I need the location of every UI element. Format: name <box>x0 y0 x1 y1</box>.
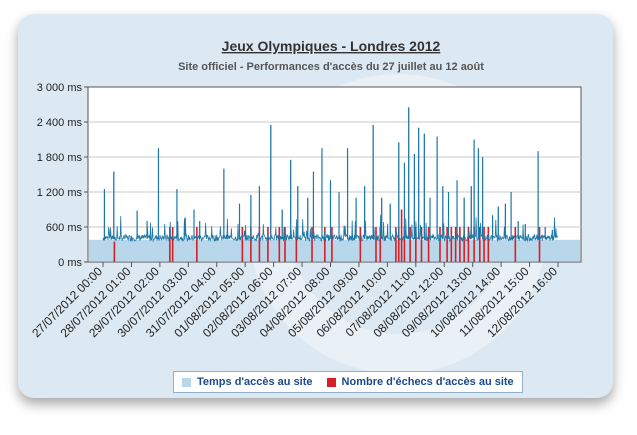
access-time-line <box>102 107 559 243</box>
y-axis-ticks: 0 ms 600 ms 1 200 ms 1 800 ms 2 400 ms 3 000 … <box>37 82 88 269</box>
failure-bar <box>450 227 453 262</box>
failure-bar <box>459 227 461 262</box>
chart: Jeux Olympiques - Londres 2012 Site offi… <box>29 38 582 340</box>
failure-bars <box>113 209 541 262</box>
failure-bar <box>171 227 174 262</box>
y-tick-label: 0 ms <box>58 257 82 269</box>
failure-bar <box>395 227 397 262</box>
y-tick-label: 1 800 ms <box>37 152 83 164</box>
failure-bar <box>514 227 517 262</box>
y-tick-label: 1 200 ms <box>37 187 83 199</box>
failure-bar <box>169 227 171 262</box>
failure-bar <box>324 227 326 262</box>
legend-item-access-time[interactable]: Temps d'accès au site <box>182 376 313 388</box>
failure-bar <box>258 227 261 262</box>
failure-bar <box>113 241 116 262</box>
legend-item-failures[interactable]: Nombre d'échecs d'accès au site <box>326 376 514 388</box>
failure-bar <box>409 227 411 262</box>
failure-bar <box>250 227 252 262</box>
legend-label-failures: Nombre d'échecs d'accès au site <box>341 376 514 388</box>
failure-bar <box>359 227 362 262</box>
legend-swatch-access-time <box>182 377 191 387</box>
failure-bar <box>331 227 333 262</box>
failure-bar <box>311 227 313 262</box>
failure-bar <box>403 227 406 262</box>
legend: Temps d'accès au site Nombre d'échecs d'… <box>173 371 523 393</box>
failure-bar <box>284 227 286 262</box>
failure-bar <box>463 227 465 262</box>
failure-bar <box>487 227 490 262</box>
baseline-area <box>89 239 580 261</box>
chart-card: Jeux Olympiques - Londres 2012 Site offi… <box>18 14 613 398</box>
y-tick-label: 600 ms <box>46 222 83 234</box>
failure-bar <box>439 227 441 262</box>
y-tick-label: 2 400 ms <box>37 117 83 129</box>
failure-bar <box>267 227 269 262</box>
failure-bar <box>427 227 430 262</box>
failure-bar <box>478 227 481 262</box>
chart-title: Jeux Olympiques - Londres 2012 <box>222 38 441 54</box>
failure-bar <box>538 227 541 262</box>
failure-bar <box>241 227 244 262</box>
failure-bar <box>397 227 400 262</box>
failure-bar <box>379 227 382 262</box>
chart-subtitle: Site officiel - Performances d'accès du … <box>178 61 484 73</box>
baseline-band <box>89 239 580 261</box>
y-tick-label: 3 000 ms <box>37 82 83 94</box>
failure-bar <box>473 227 475 262</box>
failure-bar <box>420 227 423 262</box>
failure-bar <box>400 209 403 262</box>
failure-bar <box>454 227 457 262</box>
failure-bar <box>295 227 298 262</box>
failure-bar <box>446 227 448 262</box>
failure-bar <box>483 227 485 262</box>
failure-bar <box>278 227 281 262</box>
failure-bar <box>196 227 198 262</box>
failure-bar <box>415 227 417 262</box>
failure-bar <box>467 227 470 262</box>
legend-label-access-time: Temps d'accès au site <box>197 376 313 388</box>
legend-swatch-failures <box>326 377 336 387</box>
failure-bar <box>375 227 377 262</box>
